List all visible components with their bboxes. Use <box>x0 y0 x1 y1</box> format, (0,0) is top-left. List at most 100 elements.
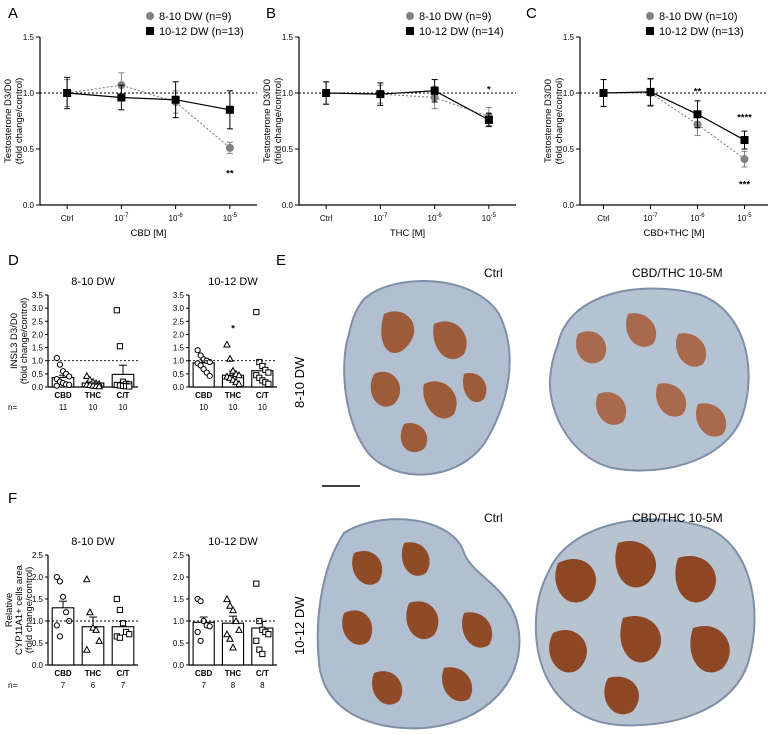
tissue-shape <box>548 287 750 472</box>
legend-marker <box>146 27 154 35</box>
data-point <box>126 631 133 638</box>
y-tick-label: 1.0 <box>32 617 44 626</box>
x-axis-label: THC [M] <box>390 228 425 239</box>
y-tick-label: 0.0 <box>173 383 185 392</box>
panel-letter-a: A <box>8 5 18 22</box>
legend-marker <box>406 27 414 35</box>
data-point <box>95 382 104 390</box>
data-point <box>229 605 237 614</box>
significance-marker: *** <box>739 180 750 191</box>
data-point <box>235 625 243 633</box>
y-axis-label: (fold change/control) <box>554 78 565 165</box>
data-point <box>265 369 272 376</box>
x-tick-label: 10-6 <box>690 213 705 223</box>
y-axis-label: Relative <box>4 593 15 627</box>
stain-pattern <box>370 311 487 453</box>
line-chart-c: 0.0 0.5 1.0 1.5 Ctrl 10-7 10-6 10-5 CBD+THC [M] T… <box>543 11 768 239</box>
data-point <box>59 593 67 600</box>
x-tick-label: 10-5 <box>223 213 238 223</box>
data-point <box>693 110 702 119</box>
data-point <box>53 573 60 581</box>
chart-title: 8-10 DW <box>71 536 115 548</box>
y-tick-label: 1.5 <box>173 595 185 604</box>
n-value: 10 <box>258 403 267 412</box>
data-point <box>223 630 231 638</box>
charts-layer: 0.0 0.5 1.0 1.5 Ctrl 10-7 10-6 10-5 CBD [M] Testo… <box>3 11 768 690</box>
data-point <box>82 645 91 653</box>
significance-marker: * <box>231 324 235 335</box>
data-point <box>599 89 608 97</box>
x-tick-label: 10-5 <box>482 213 497 223</box>
category-label: C/T <box>117 669 130 678</box>
data-point <box>85 608 94 616</box>
data-point <box>113 307 120 314</box>
y-tick-label: 0.5 <box>32 370 44 379</box>
x-tick-label: 10-7 <box>373 213 388 223</box>
data-point <box>225 105 234 114</box>
series-black <box>599 77 749 150</box>
y-tick-label: 2.5 <box>173 317 185 326</box>
series-line <box>603 91 745 141</box>
n-prefix: n= <box>8 681 17 690</box>
y-tick-label: 2.0 <box>173 330 185 339</box>
x-tick-label: 10-7 <box>643 213 658 223</box>
data-point <box>229 643 237 651</box>
panel-letter-b: B <box>266 5 276 22</box>
data-point <box>197 598 204 605</box>
data-point <box>226 601 234 609</box>
n-value: 10 <box>229 403 238 412</box>
y-tick-label: 1.0 <box>563 89 575 98</box>
y-tick-label: 0.0 <box>282 201 294 210</box>
y-tick-label: 1.5 <box>23 33 35 42</box>
category-label: THC <box>85 669 102 678</box>
y-tick-label: 0.5 <box>173 370 185 379</box>
y-tick-label: 0.0 <box>32 383 44 392</box>
x-axis-label: CBD [M] <box>131 228 167 239</box>
line-chart-b: 0.0 0.5 1.0 1.5 Ctrl 10-7 10-6 10-5 THC [M] Testo… <box>262 11 516 239</box>
data-point <box>56 578 64 585</box>
x-tick-label: 10-6 <box>169 213 184 223</box>
y-axis-label: (fold change/control) <box>14 78 25 165</box>
category-label: C/T <box>256 669 269 678</box>
row-label-8-10: 8-10 DW <box>292 356 307 408</box>
data-point <box>223 594 231 603</box>
data-point <box>197 352 204 359</box>
category-label: THC <box>225 669 242 678</box>
x-tick-label: Ctrl <box>320 214 333 223</box>
data-point <box>253 308 260 316</box>
significance-marker: ** <box>226 168 234 179</box>
y-axis-label: Testosterone D3/D0 <box>3 79 14 163</box>
y-axis-label: (fold change/control) <box>273 78 284 165</box>
micrograph-label: CBD/THC 10-5M <box>632 511 723 525</box>
data-point <box>265 631 272 638</box>
y-tick-label: 2.5 <box>32 551 44 560</box>
bar-chart-d: 10-12 DW 0.0 0.5 1.0 1.5 2.0 2.5 3.0 3.5 CBD 10 THC… <box>173 276 277 412</box>
x-tick-label: 10-7 <box>114 213 129 223</box>
series-black <box>63 76 234 130</box>
data-point <box>223 340 231 348</box>
data-point <box>194 347 201 354</box>
n-value: 7 <box>61 681 66 690</box>
data-point <box>229 366 237 374</box>
y-tick-label: 1.0 <box>173 617 185 626</box>
legend-marker <box>646 12 654 20</box>
panel-letter-c: C <box>526 5 537 22</box>
n-value: 7 <box>121 681 126 690</box>
data-point <box>53 622 60 629</box>
y-tick-label: 0.5 <box>173 639 185 648</box>
data-point <box>226 634 234 642</box>
x-tick-label: 10-6 <box>428 213 443 223</box>
data-point <box>206 372 213 380</box>
y-axis-label: (fold change/control) <box>19 298 30 385</box>
chart-title: 10-12 DW <box>208 276 258 288</box>
tissue-section-8-10-ctrl <box>322 280 511 487</box>
data-point <box>62 609 70 616</box>
y-tick-label: 3.0 <box>32 304 44 313</box>
data-point <box>740 155 749 164</box>
n-value: 10 <box>199 403 208 412</box>
category-label: CBD <box>195 669 213 678</box>
y-tick-label: 0.5 <box>32 639 44 648</box>
y-tick-label: 0.0 <box>173 661 185 670</box>
y-tick-label: 2.0 <box>173 573 185 582</box>
